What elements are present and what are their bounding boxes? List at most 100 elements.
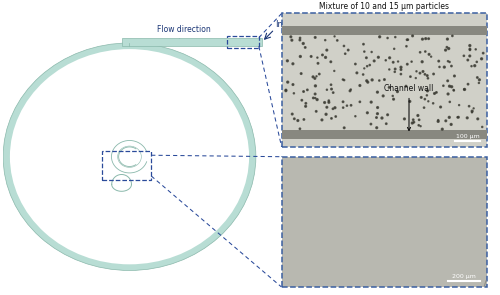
Ellipse shape [52,87,206,226]
Point [282,88,290,92]
Point [314,55,322,60]
Bar [122,38,262,46]
Ellipse shape [10,49,249,264]
Point [282,88,290,93]
Point [320,100,328,105]
Ellipse shape [90,121,170,193]
Point [442,48,450,53]
Point [289,82,297,87]
Point [447,122,455,127]
Point [468,64,475,68]
Point [412,69,420,74]
Point [362,55,370,60]
Point [307,54,315,59]
Point [402,44,410,49]
Text: Outlets: Outlets [129,218,160,227]
Point [367,100,375,104]
Bar [282,14,487,147]
Point [415,117,423,122]
Point [284,58,292,63]
Point [310,96,318,100]
Point [394,89,402,94]
Point [464,58,472,63]
Point [460,53,468,58]
Point [430,91,438,96]
Point [404,62,411,67]
Point [386,55,394,60]
Point [391,69,399,74]
Point [339,77,347,82]
Point [434,59,442,63]
Point [468,110,476,115]
Point [418,95,426,100]
Point [406,99,414,104]
Bar [282,26,487,35]
Point [466,47,474,51]
Point [309,75,317,79]
Point [455,103,463,107]
Point [408,34,416,38]
Point [296,38,304,42]
Point [366,63,374,68]
Point [289,61,297,66]
Point [418,59,426,64]
Ellipse shape [34,71,224,242]
Point [429,101,437,106]
Text: 200 μm: 200 μm [452,274,476,279]
Point [374,105,382,110]
Point [347,87,355,92]
Point [327,82,335,87]
Point [359,72,367,77]
Point [478,124,486,129]
Point [430,72,438,76]
Point [380,77,388,82]
Ellipse shape [28,65,231,248]
Point [464,82,472,86]
Point [290,91,298,96]
Point [296,126,304,131]
Point [311,76,319,81]
Point [384,36,392,40]
Point [325,100,333,105]
Point [378,116,386,120]
Point [397,67,405,72]
Point [397,65,405,70]
Ellipse shape [16,54,243,259]
Point [465,104,473,109]
Point [389,60,397,65]
Point [423,93,431,98]
Point [343,103,351,108]
Point [318,53,326,57]
Point [321,38,329,42]
Point [450,88,458,93]
Point [382,58,390,63]
Point [416,124,424,129]
Point [454,115,462,120]
Text: Mixture of 10 and 15 μm particles: Mixture of 10 and 15 μm particles [320,1,450,11]
Text: Inlet: Inlet [274,20,293,29]
Point [442,119,450,123]
Point [450,88,458,92]
Point [436,65,444,69]
Point [356,83,364,88]
Point [312,109,320,114]
Point [424,36,432,41]
Point [473,60,481,64]
Point [353,71,361,75]
Point [288,38,296,42]
Point [374,55,382,60]
Point [414,113,422,118]
Point [443,45,451,50]
Point [474,75,482,80]
Text: Flow direction: Flow direction [157,24,210,34]
Point [298,98,306,103]
Ellipse shape [22,60,236,253]
Point [312,83,320,88]
Point [446,60,454,64]
Point [424,76,432,81]
Point [446,115,454,120]
Point [412,76,420,81]
Point [390,97,398,101]
Point [416,50,424,55]
Point [424,99,432,104]
